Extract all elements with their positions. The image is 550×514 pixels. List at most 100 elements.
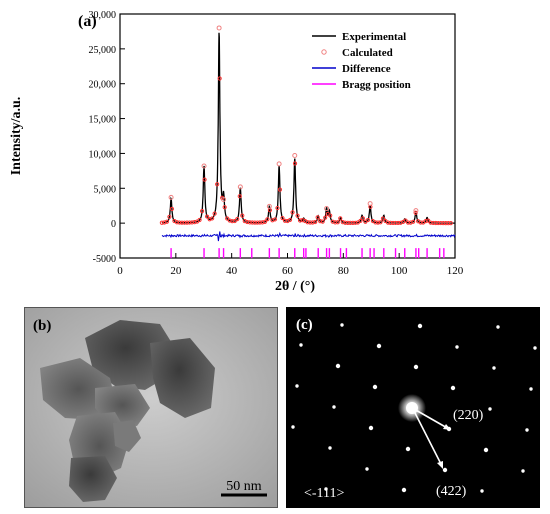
calculated-point [235,217,240,222]
diffraction-spot [295,384,299,388]
calculated-point [292,161,298,166]
calculated-point [272,217,278,222]
diffraction-spot [324,487,328,491]
calculated-point [189,220,195,225]
calculated-point [411,219,416,224]
diffraction-spot [405,446,411,452]
calculated-point [428,220,433,225]
calculated-point [333,220,338,225]
x-tick-label: 120 [447,265,464,277]
calculated-point [225,216,230,221]
calculated-point [358,218,363,224]
diffraction-spot [332,405,336,409]
calculated-point [340,220,345,225]
calculated-point [262,219,267,224]
calculated-point [174,220,180,225]
diffraction-spot [291,425,295,429]
diffraction-spot [529,387,533,391]
y-tick-label: -5000 [93,254,116,265]
calculated-point [441,220,446,226]
diffraction-spot [413,364,419,370]
legend-label: Experimental [342,31,406,43]
calculated-point [378,220,383,225]
calculated-point [328,213,333,218]
xrd-chart: (a) 0 20 40 60 80 100 120-500005,00010,00015,0… [9,10,464,294]
legend-label: Bragg position [342,79,411,91]
x-tick-label: 80 [338,265,350,277]
diffraction-spot [455,345,459,349]
calculated-point [215,182,220,187]
calculated-point [252,220,257,225]
calculated-peak-point [367,201,373,207]
x-axis-label: 2θ / (°) [275,279,315,294]
calculated-point [212,211,217,216]
calculated-point [320,219,325,224]
calculated-point [413,210,418,215]
calculated-point [323,215,328,220]
calculated-point [257,220,262,225]
calculated-point [335,220,340,225]
diffraction-spot [401,487,407,493]
calculated-point [426,218,431,223]
calculated-point [240,213,245,218]
legend: Experimental Calculated Difference Bragg po… [312,31,411,91]
diffraction-spot [525,428,529,432]
y-tick-label: 5,000 [94,184,117,195]
calculated-point [438,220,443,226]
calculated-peak-point [201,163,207,169]
x-tick-label: 0 [117,265,123,277]
calculated-point [210,216,215,221]
diffraction-spot [442,467,448,473]
series-experimental [161,32,455,224]
calculated-peak-point [324,206,330,212]
calculated-point [315,215,320,220]
y-tick-label: 30,000 [89,10,117,21]
calculated-point [277,187,283,192]
zone-axis-label: <-111> [304,486,345,501]
legend-label: Calculated [342,47,393,59]
calculated-point [365,217,370,223]
diffraction-spot [340,323,344,327]
panel-label-a: (a) [78,13,97,30]
tem-image-panel: (b) 50 nm [24,307,278,508]
diffraction-spot [376,343,382,349]
calculated-peak-point [413,208,419,214]
calculated-point [260,220,265,225]
calculated-point [345,220,350,225]
calculated-point [230,219,235,224]
calculated-point [167,214,172,219]
calculated-point [192,220,197,225]
calculated-point [418,220,423,225]
calculated-point [348,220,353,225]
arrow-422 [413,410,443,467]
y-tick-label: 10,000 [89,149,117,160]
calculated-point [159,220,164,225]
calculated-point [403,218,408,223]
calculated-point [227,218,232,223]
tem-image: (b) 50 nm [25,308,277,507]
calculated-point [375,220,381,225]
calculated-point [164,219,169,224]
calculated-point [308,220,313,225]
diffraction-spot [368,425,374,431]
diffraction-spot [533,346,537,350]
calculated-point [448,221,453,226]
calculated-point [390,220,396,226]
calculated-point [373,220,378,225]
series-bragg-position [170,248,445,259]
calculated-point [250,220,255,225]
calculated-point [187,220,192,225]
x-tick-label: 20 [170,265,182,277]
calculated-point [247,220,252,225]
diffraction-spot [488,407,492,411]
calculated-point [360,216,365,221]
calculated-point [343,220,348,225]
diffraction-spot [521,469,525,473]
calculated-point [265,217,270,222]
calculated-point [205,214,210,219]
y-tick-label: 20,000 [89,80,117,91]
scale-bar-label: 50 nm [226,479,262,494]
x-tick-label: 100 [391,265,408,277]
calculated-point [431,220,436,226]
calculated-point [222,205,227,210]
